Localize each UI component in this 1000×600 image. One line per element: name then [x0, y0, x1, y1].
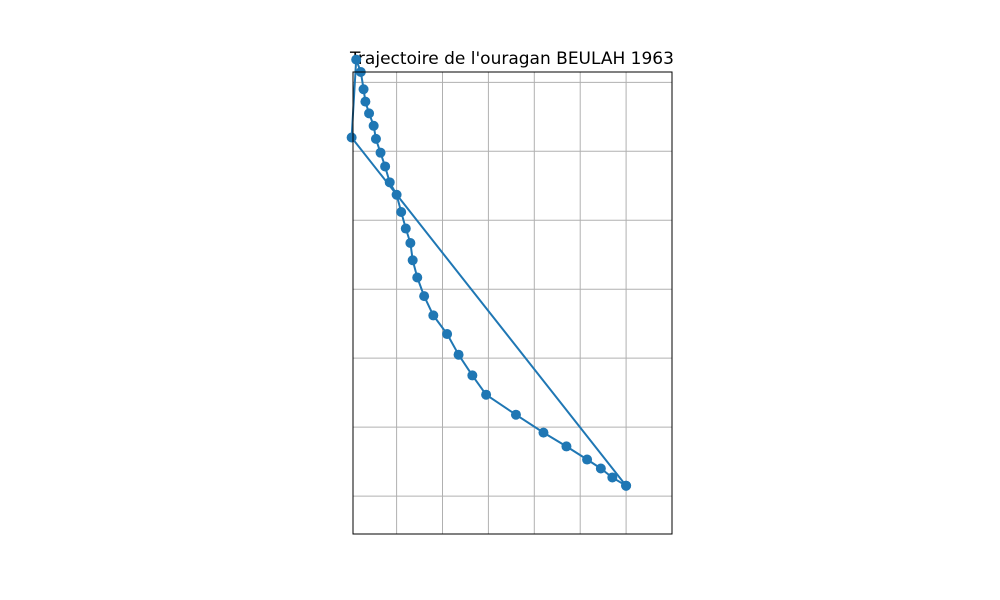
trajectory-point — [428, 310, 439, 321]
trajectory-point — [375, 147, 386, 158]
trajectory-point — [607, 472, 618, 483]
trajectory-series — [346, 54, 632, 491]
trajectory-point — [561, 441, 572, 452]
trajectory-point — [407, 255, 418, 266]
trajectory-point — [351, 54, 362, 65]
trajectory-point — [380, 161, 391, 172]
trajectory-point — [510, 409, 521, 420]
grid — [353, 72, 672, 534]
trajectory-point — [582, 454, 593, 465]
trajectory-point — [453, 349, 464, 360]
trajectory-point — [346, 132, 357, 143]
trajectory-point — [364, 108, 375, 119]
plot-area-frame — [352, 71, 673, 535]
trajectory-point — [405, 238, 416, 249]
trajectory-point — [538, 427, 549, 438]
trajectory-point — [358, 84, 369, 95]
trajectory-point — [481, 389, 492, 400]
trajectory-point — [384, 177, 395, 188]
trajectory-point — [412, 272, 423, 283]
trajectory-point — [396, 206, 407, 217]
trajectory-point — [419, 291, 430, 302]
trajectory-point — [368, 120, 379, 131]
trajectory-point — [467, 370, 478, 381]
trajectory-point — [370, 133, 381, 144]
trajectory-point — [391, 189, 402, 200]
trajectory-point — [400, 223, 411, 234]
trajectory-point — [360, 96, 371, 107]
chart-title: Trajectoire de l'ouragan BEULAH 1963 — [349, 49, 674, 69]
trajectory-point — [442, 329, 453, 340]
trajectory-point — [621, 480, 632, 491]
trajectory-point — [595, 463, 606, 474]
